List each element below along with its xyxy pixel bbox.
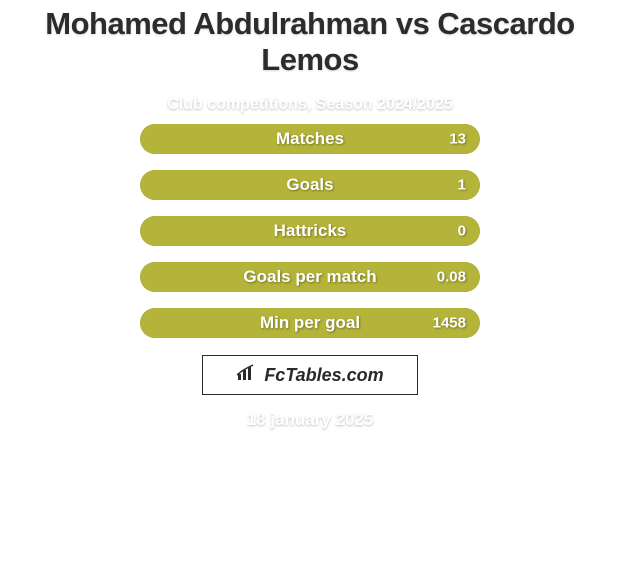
stat-row: Min per goal 1458 xyxy=(140,308,480,338)
stat-value: 1 xyxy=(458,177,466,194)
flag-left-2 xyxy=(18,176,122,202)
stat-row: Goals per match 0.08 xyxy=(140,262,480,292)
stat-row: Goals 1 xyxy=(140,170,480,200)
branding-box[interactable]: FcTables.com xyxy=(202,355,418,395)
stat-label: Goals per match xyxy=(243,267,376,287)
flag-right-1 xyxy=(488,124,592,150)
stat-value: 0 xyxy=(458,223,466,240)
bar-chart-icon xyxy=(236,364,258,387)
branding-text: FcTables.com xyxy=(264,365,383,386)
footer-date: 18 january 2025 xyxy=(0,410,620,430)
stat-value: 13 xyxy=(449,131,466,148)
stat-label: Hattricks xyxy=(274,221,347,241)
comparison-card: Mohamed Abdulrahman vs Cascardo Lemos Cl… xyxy=(0,0,620,580)
stat-row: Matches 13 xyxy=(140,124,480,154)
stats-panel: Matches 13 Goals 1 Hattricks 0 Goals per match… xyxy=(140,124,480,354)
subtitle: Club competitions, Season 2024/2025 xyxy=(0,96,620,114)
flag-right-2 xyxy=(498,176,602,202)
stat-row: Hattricks 0 xyxy=(140,216,480,246)
stat-label: Min per goal xyxy=(260,313,360,333)
stat-label: Matches xyxy=(276,129,344,149)
page-title: Mohamed Abdulrahman vs Cascardo Lemos xyxy=(0,0,620,78)
stat-value: 0.08 xyxy=(437,269,466,286)
flag-left-1 xyxy=(8,124,112,150)
stat-value: 1458 xyxy=(433,315,466,332)
stat-label: Goals xyxy=(286,175,333,195)
